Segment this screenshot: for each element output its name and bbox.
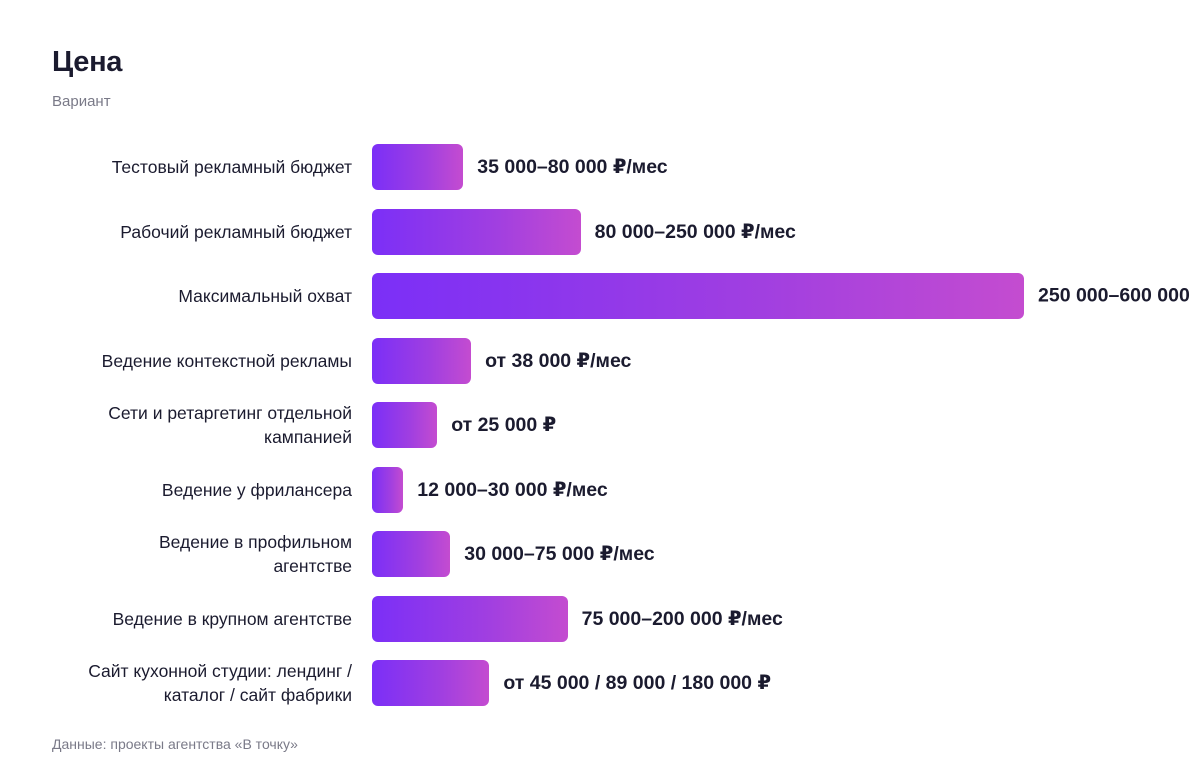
value-label: от 45 000 / 89 000 / 180 000 ₽ <box>503 672 772 694</box>
category-label: Ведение у фрилансера <box>161 479 352 500</box>
bar <box>372 402 438 448</box>
value-label: 80 000–250 000 ₽/мес <box>594 220 796 243</box>
chart-title: Цена <box>52 46 123 78</box>
value-label: 75 000–200 000 ₽/мес <box>581 607 783 630</box>
category-label: Тестовый рекламный бюджет <box>111 157 352 177</box>
category-label: Ведение в профильном агентстве <box>158 532 352 576</box>
bar <box>372 208 581 255</box>
value-label: от 25 000 ₽ <box>451 414 557 436</box>
bar <box>372 273 1024 319</box>
category-label: Рабочий рекламный бюджет <box>120 221 352 242</box>
source-note: Данные: проекты агентства «В точку» <box>52 736 298 752</box>
value-label: от 38 000 ₽/мес <box>485 349 632 372</box>
category-label: Максимальный охват <box>178 286 352 306</box>
category-label: Ведение в крупном агентстве <box>112 608 352 629</box>
value-label: 30 000–75 000 ₽/мес <box>464 543 655 565</box>
bar <box>372 595 568 642</box>
category-label: Сайт кухонной студии: лендинг / каталог … <box>88 661 352 705</box>
bar <box>372 466 404 513</box>
bar <box>372 660 490 706</box>
value-label: 35 000–80 000 ₽/мес <box>477 156 668 178</box>
category-label: Ведение контекстной рекламы <box>101 350 352 371</box>
bar <box>372 531 451 577</box>
value-label: 250 000–600 000 <box>1038 284 1190 307</box>
bar <box>372 337 472 384</box>
value-label: 12 000–30 000 ₽/мес <box>417 478 608 501</box>
chart-subtitle: Вариант <box>52 93 111 110</box>
bar <box>372 144 464 190</box>
category-label: Сети и ретаргетинг отдельной кампанией <box>108 403 352 447</box>
